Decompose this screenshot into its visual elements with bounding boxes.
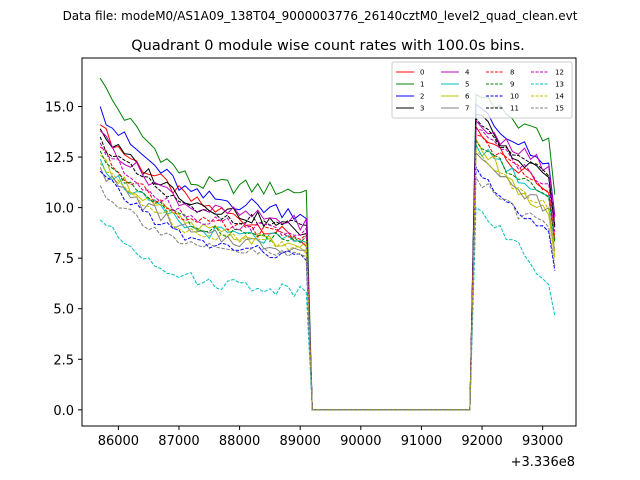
legend-label-12: 12 bbox=[555, 69, 564, 77]
series-line-14 bbox=[99, 149, 556, 411]
x-tick-label: 87000 bbox=[158, 434, 199, 449]
legend-label-1: 1 bbox=[420, 81, 424, 89]
series-line-13 bbox=[99, 206, 556, 411]
series-line-7 bbox=[99, 151, 556, 411]
x-tick-label: 92000 bbox=[461, 434, 502, 449]
legend-label-5: 5 bbox=[465, 81, 469, 89]
x-tick-label: 93000 bbox=[522, 434, 563, 449]
series-line-2 bbox=[99, 103, 556, 411]
legend-label-13: 13 bbox=[555, 81, 564, 89]
y-tick-label: 7.5 bbox=[53, 252, 74, 267]
legend-label-10: 10 bbox=[510, 93, 519, 101]
legend-label-6: 6 bbox=[465, 93, 470, 101]
plot-frame bbox=[81, 57, 577, 427]
x-tick-label: 89000 bbox=[280, 434, 321, 449]
series-line-3 bbox=[99, 114, 556, 411]
x-tick-label: 90000 bbox=[340, 434, 381, 449]
series-line-8 bbox=[99, 134, 556, 411]
series-line-0 bbox=[99, 124, 556, 411]
y-tick-label: 5.0 bbox=[53, 303, 74, 318]
chart-title: Quadrant 0 module wise count rates with … bbox=[131, 38, 525, 54]
x-axis-ticks: 86000 87000 88000 89000 90000 91000 92000 93000 bbox=[98, 426, 563, 449]
legend-label-15: 15 bbox=[555, 105, 564, 113]
series-line-10 bbox=[99, 165, 556, 411]
y-tick-label: 0.0 bbox=[53, 404, 74, 419]
x-tick-label: 88000 bbox=[219, 434, 260, 449]
series-line-15 bbox=[99, 175, 556, 411]
legend-label-7: 7 bbox=[465, 105, 469, 113]
legend-box bbox=[391, 61, 573, 119]
chart-suptitle: Data file: modeM0/AS1A09_138T04_90000037… bbox=[63, 9, 578, 23]
y-tick-label: 2.5 bbox=[53, 353, 74, 368]
y-axis-ticks: 0.0 2.5 5.0 7.5 10.0 12.5 15.0 bbox=[45, 101, 82, 419]
legend-label-2: 2 bbox=[420, 93, 424, 101]
legend-label-8: 8 bbox=[510, 69, 514, 77]
legend-label-3: 3 bbox=[420, 105, 424, 113]
series-lines bbox=[99, 77, 556, 411]
legend-label-11: 11 bbox=[510, 105, 519, 113]
legend-label-4: 4 bbox=[465, 69, 470, 77]
series-line-9 bbox=[99, 139, 556, 411]
y-tick-label: 12.5 bbox=[45, 151, 74, 166]
x-tick-label: 91000 bbox=[401, 434, 442, 449]
legend-label-14: 14 bbox=[555, 93, 564, 101]
x-tick-label: 86000 bbox=[98, 434, 139, 449]
series-line-4 bbox=[99, 119, 556, 411]
legend-label-0: 0 bbox=[420, 69, 424, 77]
y-tick-label: 15.0 bbox=[45, 101, 74, 116]
series-line-6 bbox=[99, 138, 556, 411]
x-offset-label: +3.336e8 bbox=[511, 455, 575, 470]
y-tick-label: 10.0 bbox=[45, 202, 74, 217]
legend-label-9: 9 bbox=[510, 81, 514, 89]
series-line-1 bbox=[99, 77, 556, 411]
